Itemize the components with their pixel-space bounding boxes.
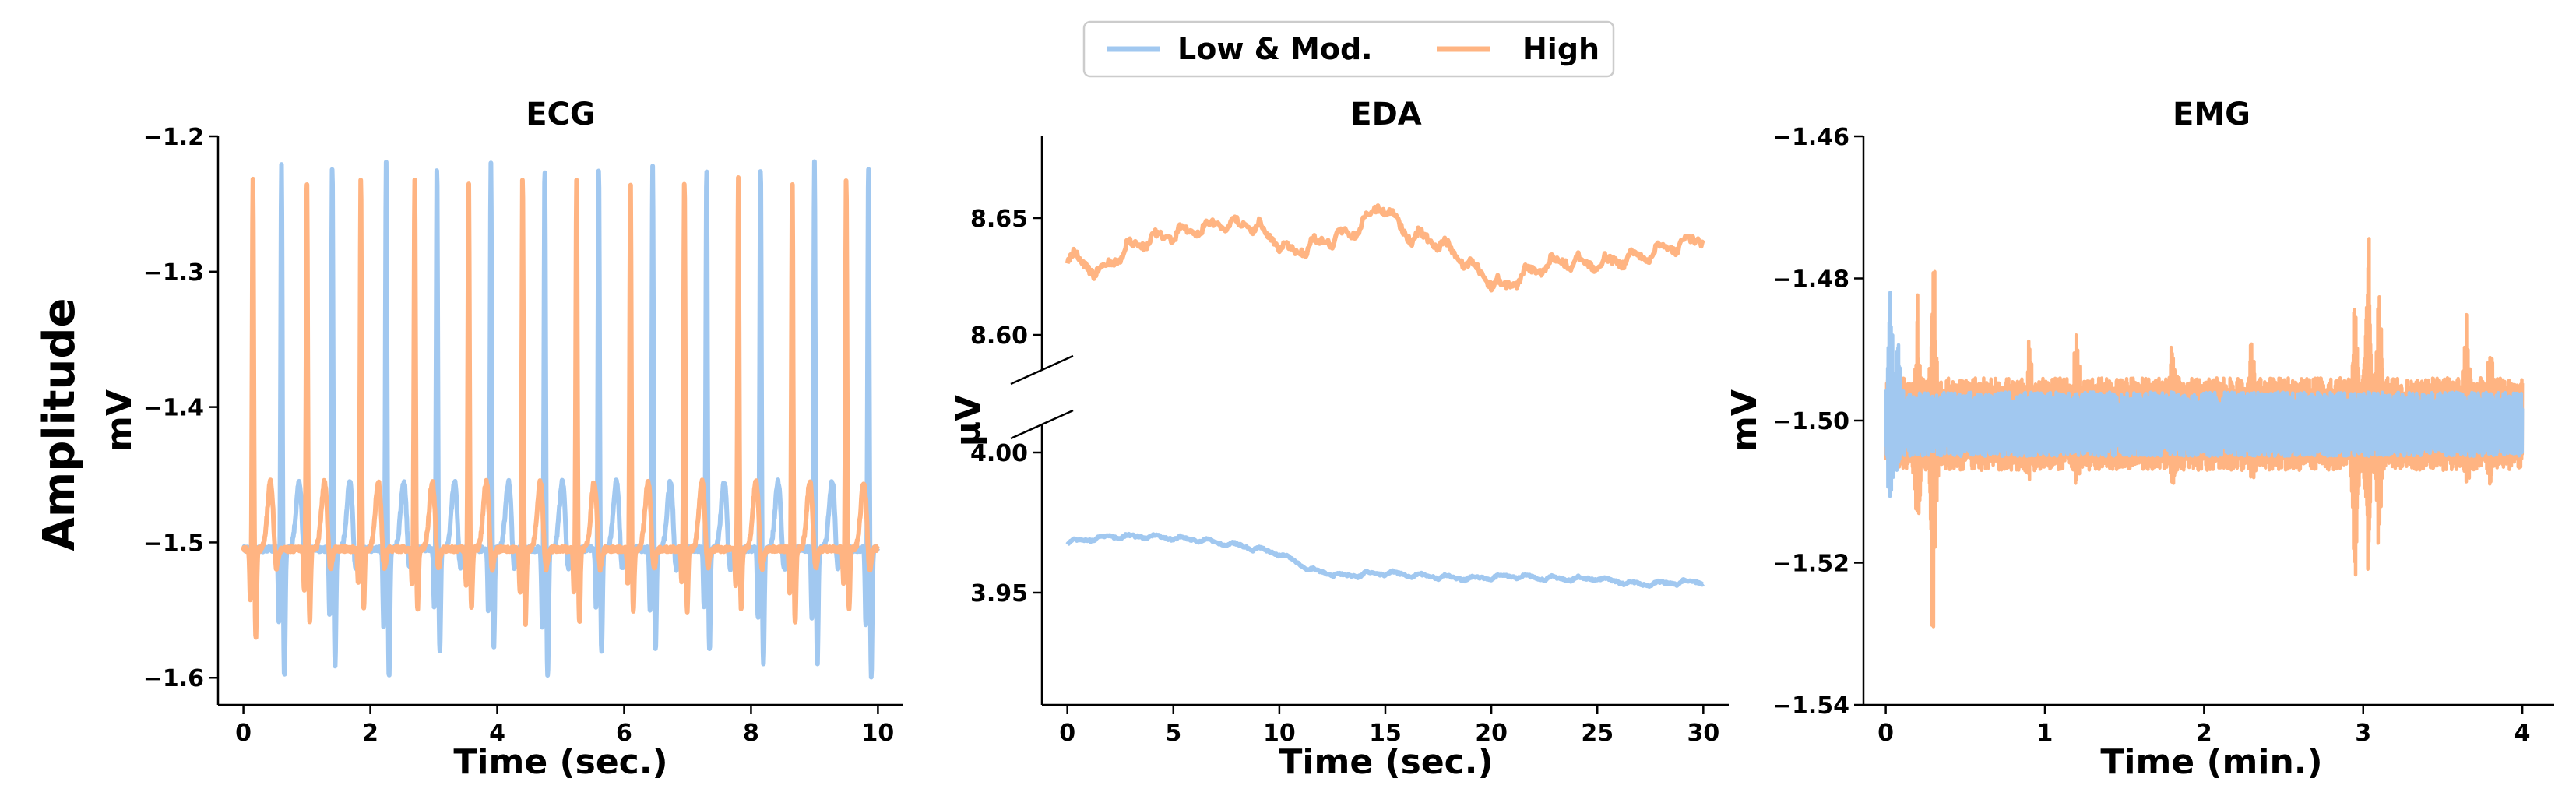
ecg-ytick-label: −1.5: [143, 530, 204, 557]
figure-ylabel: Amplitude: [34, 298, 85, 551]
ecg-xtick-label: 8: [743, 720, 759, 747]
emg-series-group: [1884, 237, 2525, 629]
ecg-series-line-high: [241, 175, 880, 640]
eda-xtick-label: 0: [1059, 720, 1075, 747]
emg-xtick-label: 1: [2037, 720, 2053, 747]
ecg-title: ECG: [526, 97, 596, 132]
eda-ylabel: μV: [948, 395, 988, 446]
eda-series-line-low-mod: [1065, 532, 1705, 589]
legend: Low & Mod. High: [1082, 20, 1615, 78]
emg-ytick-label: −1.50: [1772, 408, 1849, 435]
legend-label-low: Low & Mod.: [1177, 32, 1373, 66]
eda-panel: EDA 0 5 10 15 20 25 30 8.60 8.65 3.95 4.00 Time (s…: [948, 97, 1729, 782]
eda-upper-ytick-label: 8.60: [970, 322, 1028, 350]
ecg-ytick-label: −1.6: [143, 665, 204, 692]
ecg-xtick-label: 2: [362, 720, 378, 747]
emg-xtick-label: 4: [2514, 720, 2531, 747]
ecg-panel: ECG 0 2 4 6 8 10 −1.6 −1.5 −1.4 −1.3 −1.2 Time (se…: [100, 97, 903, 782]
eda-lower-ytick-label: 4.00: [970, 440, 1028, 467]
emg-xtick-label: 3: [2355, 720, 2371, 747]
ecg-xtick-label: 10: [862, 720, 895, 747]
emg-ticks-group: 0 1 2 3 4 −1.54 −1.52 −1.50 −1.48 −1.46: [1772, 124, 2531, 747]
ecg-ylabel: mV: [100, 389, 139, 452]
eda-xtick-label: 15: [1369, 720, 1402, 747]
ecg-ytick-label: −1.3: [143, 259, 204, 287]
emg-xlabel: Time (min.): [2100, 742, 2322, 782]
emg-title: EMG: [2173, 97, 2250, 132]
eda-xtick-label: 5: [1165, 720, 1181, 747]
eda-xtick-label: 30: [1687, 720, 1719, 747]
ecg-xlabel: Time (sec.): [453, 742, 667, 782]
ecg-ytick-label: −1.4: [143, 395, 204, 422]
ecg-series-line-low-mod: [241, 159, 880, 680]
emg-xtick-label: 0: [1877, 720, 1894, 747]
eda-upper-ytick-label: 8.65: [970, 206, 1028, 233]
emg-ytick-label: −1.54: [1772, 692, 1849, 720]
legend-label-high: High: [1522, 32, 1599, 66]
emg-ytick-label: −1.52: [1772, 551, 1849, 578]
eda-title: EDA: [1350, 97, 1422, 132]
ecg-xtick-label: 0: [235, 720, 252, 747]
ecg-xtick-label: 4: [489, 720, 505, 747]
emg-ytick-label: −1.48: [1772, 266, 1849, 294]
eda-series-group: [1065, 203, 1705, 589]
emg-panel: EMG 0 1 2 3 4 −1.54 −1.52 −1.50 −1.48 −1.46 Time …: [1725, 97, 2554, 782]
ecg-ticks-group: 0 2 4 6 8 10 −1.6 −1.5 −1.4 −1.3 −1.2: [143, 124, 895, 747]
ecg-series-group: [241, 159, 880, 680]
eda-xtick-label: 25: [1581, 720, 1614, 747]
eda-axis-break-mark-upper: [1010, 354, 1074, 386]
emg-series-line-low-mod: [1884, 291, 2525, 498]
emg-ylabel: mV: [1725, 389, 1765, 452]
eda-series-line-high: [1065, 203, 1705, 293]
ecg-xtick-label: 6: [616, 720, 632, 747]
ecg-ytick-label: −1.2: [143, 124, 204, 151]
eda-lower-ytick-label: 3.95: [970, 580, 1028, 608]
legend-frame: [1082, 20, 1615, 78]
eda-xlabel: Time (sec.): [1279, 742, 1493, 782]
eda-xtick-label: 10: [1263, 720, 1296, 747]
eda-ticks-group: 0 5 10 15 20 25 30 8.60 8.65 3.95 4.00: [970, 206, 1719, 747]
eda-xtick-label: 20: [1475, 720, 1508, 747]
emg-ytick-label: −1.46: [1772, 124, 1849, 151]
emg-xtick-label: 2: [2196, 720, 2212, 747]
eda-axis-break-mark-lower: [1010, 409, 1074, 440]
